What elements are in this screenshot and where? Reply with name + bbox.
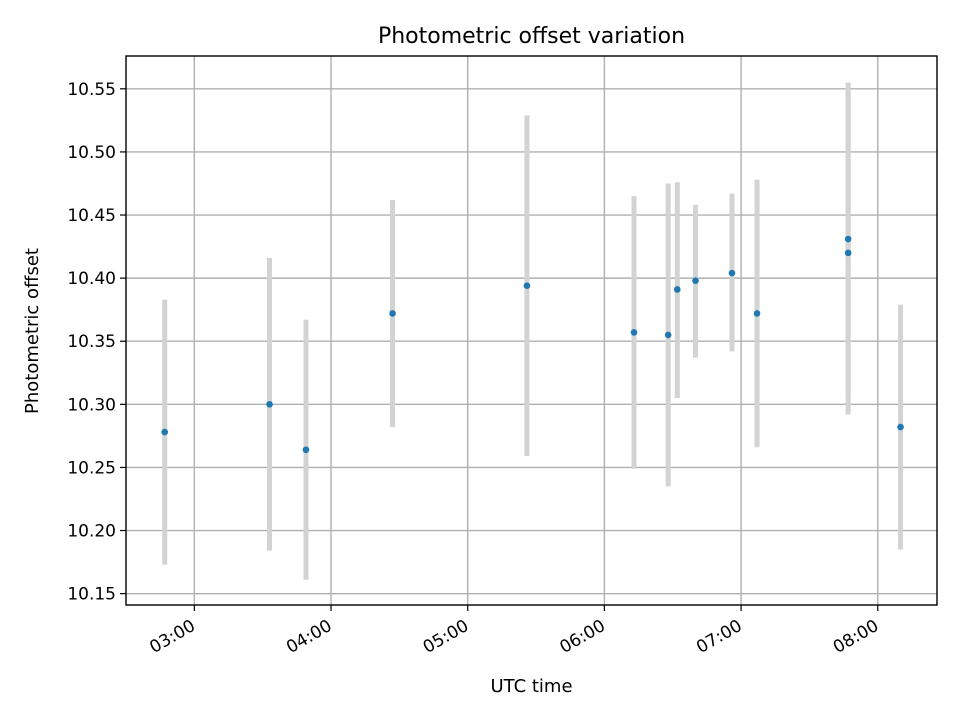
data-point xyxy=(753,310,761,317)
y-tick-label: 10.40 xyxy=(67,269,116,289)
x-tick-label: 03:00 xyxy=(146,616,198,658)
data-point xyxy=(673,286,681,293)
plot-frame xyxy=(125,55,938,606)
point-layer xyxy=(161,235,904,454)
data-point xyxy=(897,423,904,431)
data-point xyxy=(161,428,169,436)
y-tick-label: 10.50 xyxy=(67,143,116,163)
y-tick-label: 10.35 xyxy=(67,332,116,352)
y-axis-label: Photometric offset xyxy=(22,248,43,414)
errorbar-layer xyxy=(162,82,904,580)
data-point xyxy=(302,446,310,454)
y-tick-label: 10.45 xyxy=(67,206,116,226)
chart-title: Photometric offset variation xyxy=(378,24,685,49)
data-point xyxy=(844,249,852,257)
x-axis-label: UTC time xyxy=(490,676,572,697)
x-tick-label: 04:00 xyxy=(283,616,335,658)
data-point xyxy=(664,331,672,339)
data-point xyxy=(630,329,638,336)
y-tick-label: 10.25 xyxy=(67,458,116,478)
data-point xyxy=(692,277,699,284)
data-point xyxy=(266,401,273,408)
tick-layer: 03:00 04:00 05:00 06:00 07:00 08:00 10.15 10.20… xyxy=(67,80,882,658)
y-tick-label: 10.20 xyxy=(67,522,116,542)
y-tick-label: 10.15 xyxy=(67,585,116,605)
data-point xyxy=(728,269,736,277)
y-tick-label: 10.55 xyxy=(67,80,116,100)
grid-layer xyxy=(126,56,937,605)
x-tick-label: 08:00 xyxy=(830,616,882,658)
x-tick-label: 07:00 xyxy=(693,616,745,658)
y-tick-label: 10.30 xyxy=(67,395,116,415)
x-tick-label: 06:00 xyxy=(556,616,608,658)
x-tick-label: 05:00 xyxy=(420,616,472,658)
data-point xyxy=(389,310,396,317)
data-point xyxy=(844,235,852,243)
data-point xyxy=(523,282,531,289)
